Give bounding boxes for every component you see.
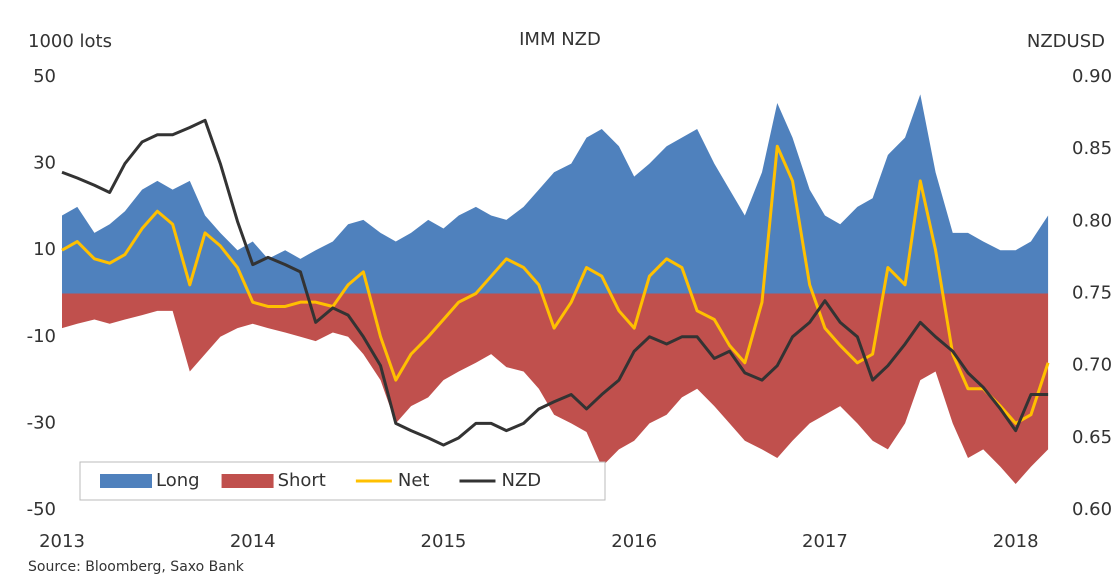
area-long [62,94,1049,294]
legend-swatch [100,474,152,488]
line-net [61,144,1050,425]
legend-swatch [221,474,274,488]
legend-label: Long [156,470,200,491]
x-tick-label: 2017 [802,531,848,552]
y2-tick-label: 0.75 [1072,283,1112,304]
y2-tick-label: 0.90 [1072,66,1112,87]
x-tick-label: 2016 [611,531,657,552]
legend-label: Short [278,470,326,491]
x-tick-label: 2014 [230,531,276,552]
legend: Long Short Net NZD [79,461,606,501]
x-tick-label: 2015 [421,531,467,552]
y2-tick-label: 0.80 [1072,210,1112,231]
x-tick-label: 2013 [39,531,85,552]
y-tick-label: -30 [27,412,56,433]
line-nzd [61,118,1049,447]
area-short [62,293,1049,485]
y-tick-label: -50 [27,499,56,520]
y-tick-label: 50 [33,66,56,87]
legend-box [79,461,606,501]
chart-title: IMM NZD [519,29,601,50]
legend-label: Net [398,470,430,491]
legend-label: NZD [501,470,541,491]
y-tick-label: -10 [27,326,56,347]
y2-tick-label: 0.60 [1072,499,1112,520]
y-tick-label: 30 [33,153,56,174]
y2-axis-label: NZDUSD [1027,31,1105,52]
x-tick-label: 2018 [993,531,1039,552]
y-tick-label: 10 [33,239,56,260]
source-note: Source: Bloomberg, Saxo Bank [28,559,245,575]
y-axis-label: 1000 lots [28,31,112,52]
plot-area [61,94,1050,485]
y2-tick-label: 0.85 [1072,138,1112,159]
y2-tick-label: 0.70 [1072,355,1112,376]
y2-tick-label: 0.65 [1072,427,1112,448]
